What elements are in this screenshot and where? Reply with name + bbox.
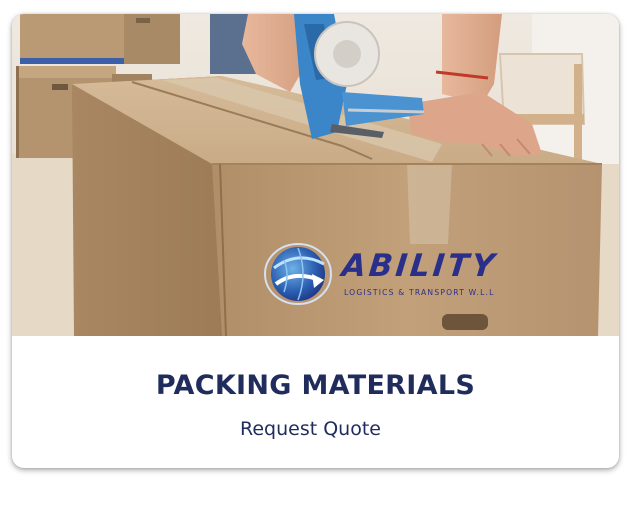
request-quote-link[interactable]: Request Quote	[240, 418, 381, 440]
service-card[interactable]: ABILITY LOGISTICS & TRANSPORT W.L.L PACK…	[12, 14, 619, 468]
globe-icon	[264, 243, 332, 305]
logo-wordmark: ABILITY	[340, 248, 499, 284]
company-logo: ABILITY LOGISTICS & TRANSPORT W.L.L	[264, 240, 514, 306]
card-title: PACKING MATERIALS	[155, 370, 476, 401]
logo-tagline: LOGISTICS & TRANSPORT W.L.L	[344, 288, 495, 297]
card-caption: PACKING MATERIALS Request Quote	[12, 336, 619, 468]
packing-photo[interactable]: ABILITY LOGISTICS & TRANSPORT W.L.L	[12, 14, 619, 336]
